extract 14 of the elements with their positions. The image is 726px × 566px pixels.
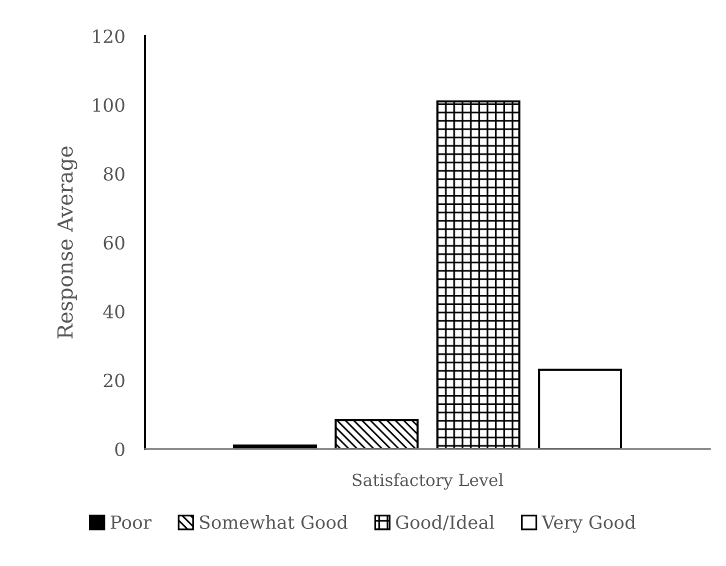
x-axis-title: Satisfactory Level [352,473,504,490]
bar [538,368,622,449]
y-axis-title: Response Average [57,146,78,338]
y-tick-label: 80 [104,167,124,181]
legend-label: Good/Ideal [396,515,494,530]
y-tick-label: 100 [93,98,124,112]
y-tick-label: 60 [104,236,124,250]
legend-label: Very Good [542,515,636,533]
y-tick-label: 120 [93,29,124,44]
y-tick-label: 20 [104,374,124,388]
y-tick-label: 0 [115,442,124,456]
legend-label: Somewhat Good [200,515,348,530]
legend-label: Poor [110,516,152,530]
y-tick-label: 40 [103,304,124,318]
